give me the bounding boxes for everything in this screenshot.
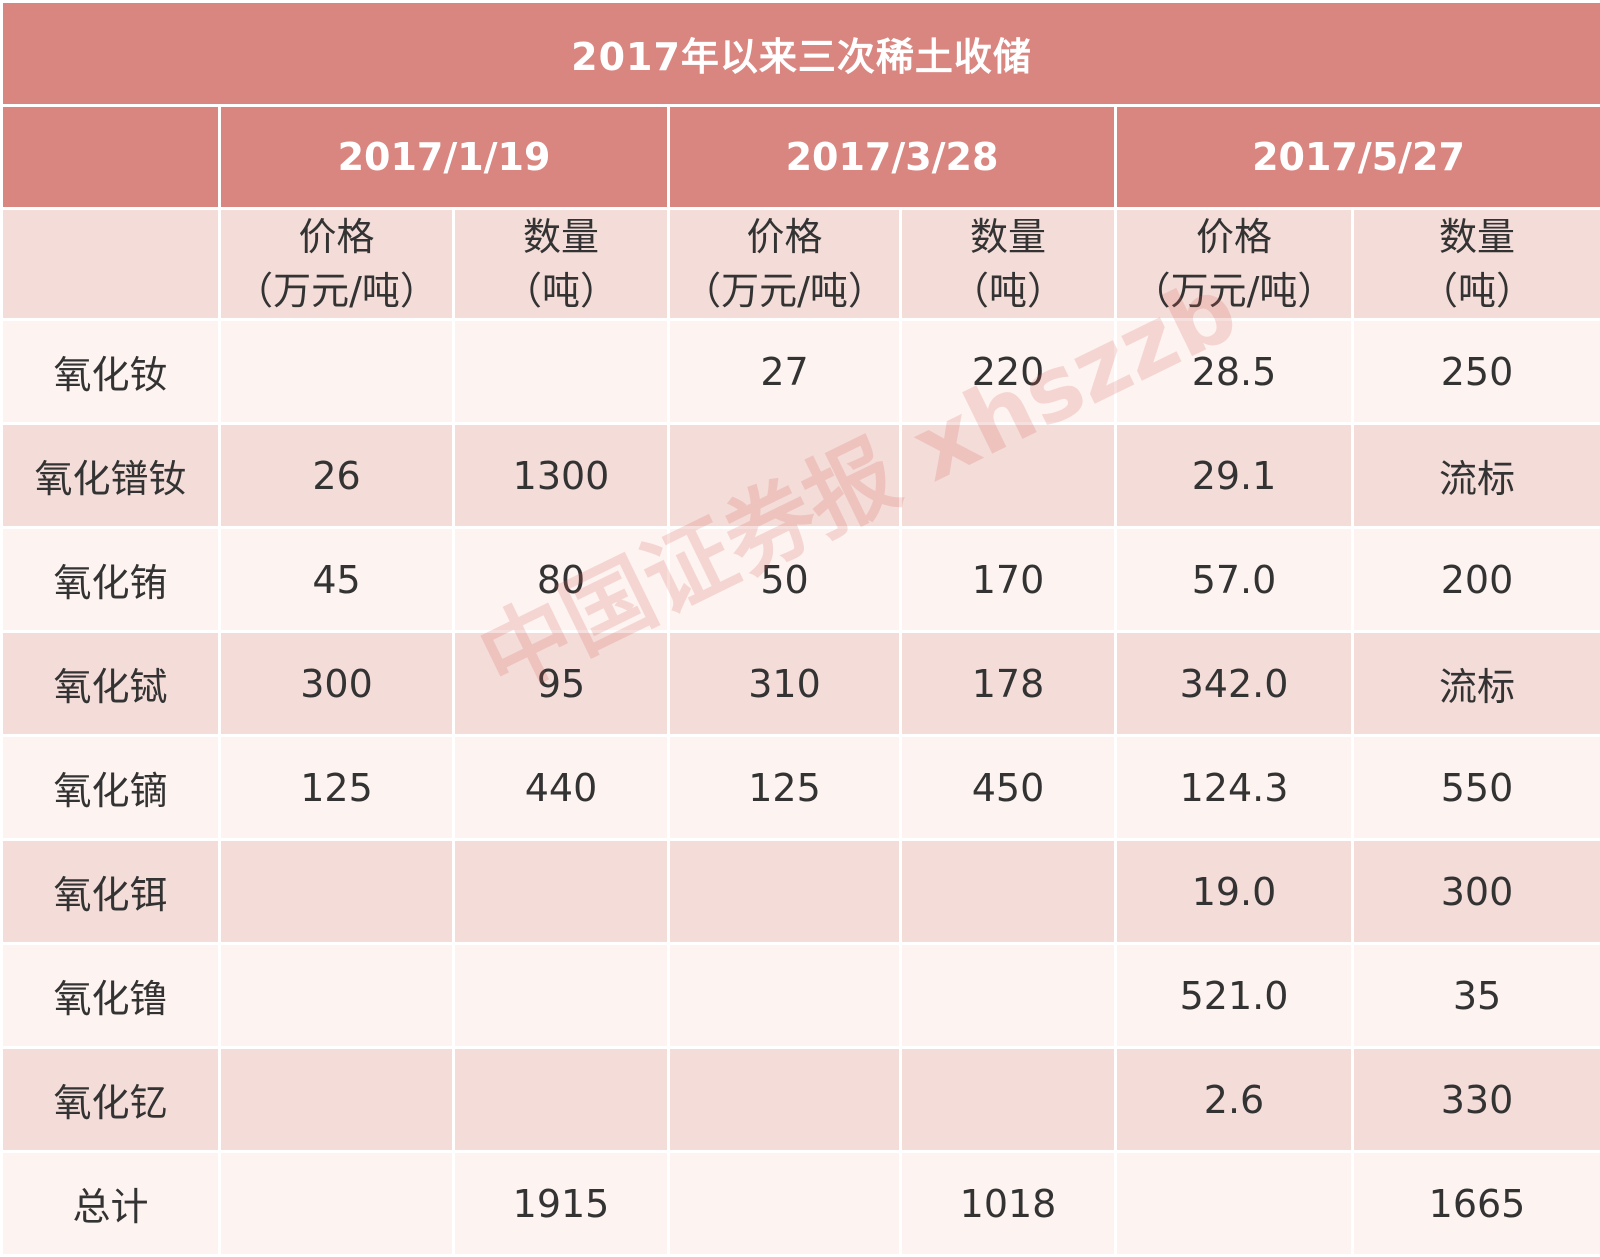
price-header: 价格（万元/吨） [1116,209,1353,320]
table-cell: 300 [220,632,454,736]
table-cell: 57.0 [1116,528,1353,632]
table-cell: 1665 [1353,1152,1600,1256]
quantity-header: 数量（吨） [454,209,669,320]
table-title: 2017年以来三次稀土收储 [2,2,1600,106]
table-cell [220,944,454,1048]
table-cell: 250 [1353,320,1600,424]
table-row: 氧化铒 19.0 300 [2,840,1600,944]
date-header: 2017/3/28 [669,106,1116,209]
table-cell: 45 [220,528,454,632]
row-label: 氧化钕 [2,320,220,424]
table-cell: 1018 [901,1152,1116,1256]
table-cell [901,944,1116,1048]
table-cell [901,1048,1116,1152]
table-cell: 310 [669,632,901,736]
table-cell: 342.0 [1116,632,1353,736]
table-cell: 50 [669,528,901,632]
table-cell: 28.5 [1116,320,1353,424]
table-row: 氧化镨钕 26 1300 29.1 流标 [2,424,1600,528]
table-cell: 95 [454,632,669,736]
table-cell: 450 [901,736,1116,840]
date-header: 2017/1/19 [220,106,669,209]
table-cell: 170 [901,528,1116,632]
row-label: 氧化镥 [2,944,220,1048]
sub-header-row: 价格（万元/吨） 数量（吨） 价格（万元/吨） 数量（吨） 价格（万元/吨） 数… [2,209,1600,320]
corner-cell [2,209,220,320]
row-label: 氧化铕 [2,528,220,632]
table-cell: 1915 [454,1152,669,1256]
table-cell [669,424,901,528]
table-cell [220,320,454,424]
table-cell: 80 [454,528,669,632]
row-label: 氧化钇 [2,1048,220,1152]
table-cell: 330 [1353,1048,1600,1152]
date-header: 2017/5/27 [1116,106,1600,209]
table-cell [220,1152,454,1256]
table-cell [669,1048,901,1152]
table-cell [454,840,669,944]
row-label: 氧化铒 [2,840,220,944]
table-cell [901,424,1116,528]
title-row: 2017年以来三次稀土收储 [2,2,1600,106]
table-cell: 26 [220,424,454,528]
price-header: 价格（万元/吨） [220,209,454,320]
table-cell: 440 [454,736,669,840]
corner-cell [2,106,220,209]
table-cell: 125 [669,736,901,840]
table-cell [669,944,901,1048]
table-cell: 29.1 [1116,424,1353,528]
table-cell: 27 [669,320,901,424]
table-cell [669,840,901,944]
row-label: 氧化铽 [2,632,220,736]
table-row: 氧化铕 45 80 50 170 57.0 200 [2,528,1600,632]
table-cell: 35 [1353,944,1600,1048]
table-cell [901,840,1116,944]
table-row: 氧化镝 125 440 125 450 124.3 550 [2,736,1600,840]
table-row: 氧化铽 300 95 310 178 342.0 流标 [2,632,1600,736]
table-cell: 流标 [1353,424,1600,528]
table-cell: 124.3 [1116,736,1353,840]
price-header: 价格（万元/吨） [669,209,901,320]
table-cell: 19.0 [1116,840,1353,944]
table-row: 氧化钇 2.6 330 [2,1048,1600,1152]
row-label: 氧化镝 [2,736,220,840]
table-cell [1116,1152,1353,1256]
table-cell: 200 [1353,528,1600,632]
table-cell: 流标 [1353,632,1600,736]
table-cell: 1300 [454,424,669,528]
table-cell [454,944,669,1048]
table-row: 氧化镥 521.0 35 [2,944,1600,1048]
quantity-header: 数量（吨） [1353,209,1600,320]
table-cell: 2.6 [1116,1048,1353,1152]
table-cell [220,1048,454,1152]
table-cell: 178 [901,632,1116,736]
table-cell [454,320,669,424]
row-label: 氧化镨钕 [2,424,220,528]
total-row: 总计 1915 1018 1665 [2,1152,1600,1256]
table-cell [669,1152,901,1256]
table-row: 氧化钕 27 220 28.5 250 [2,320,1600,424]
row-label: 总计 [2,1152,220,1256]
table-cell [454,1048,669,1152]
table-cell: 220 [901,320,1116,424]
table-cell: 125 [220,736,454,840]
quantity-header: 数量（吨） [901,209,1116,320]
table-cell: 521.0 [1116,944,1353,1048]
date-header-row: 2017/1/19 2017/3/28 2017/5/27 [2,106,1600,209]
table-cell: 300 [1353,840,1600,944]
table-cell [220,840,454,944]
table-cell: 550 [1353,736,1600,840]
